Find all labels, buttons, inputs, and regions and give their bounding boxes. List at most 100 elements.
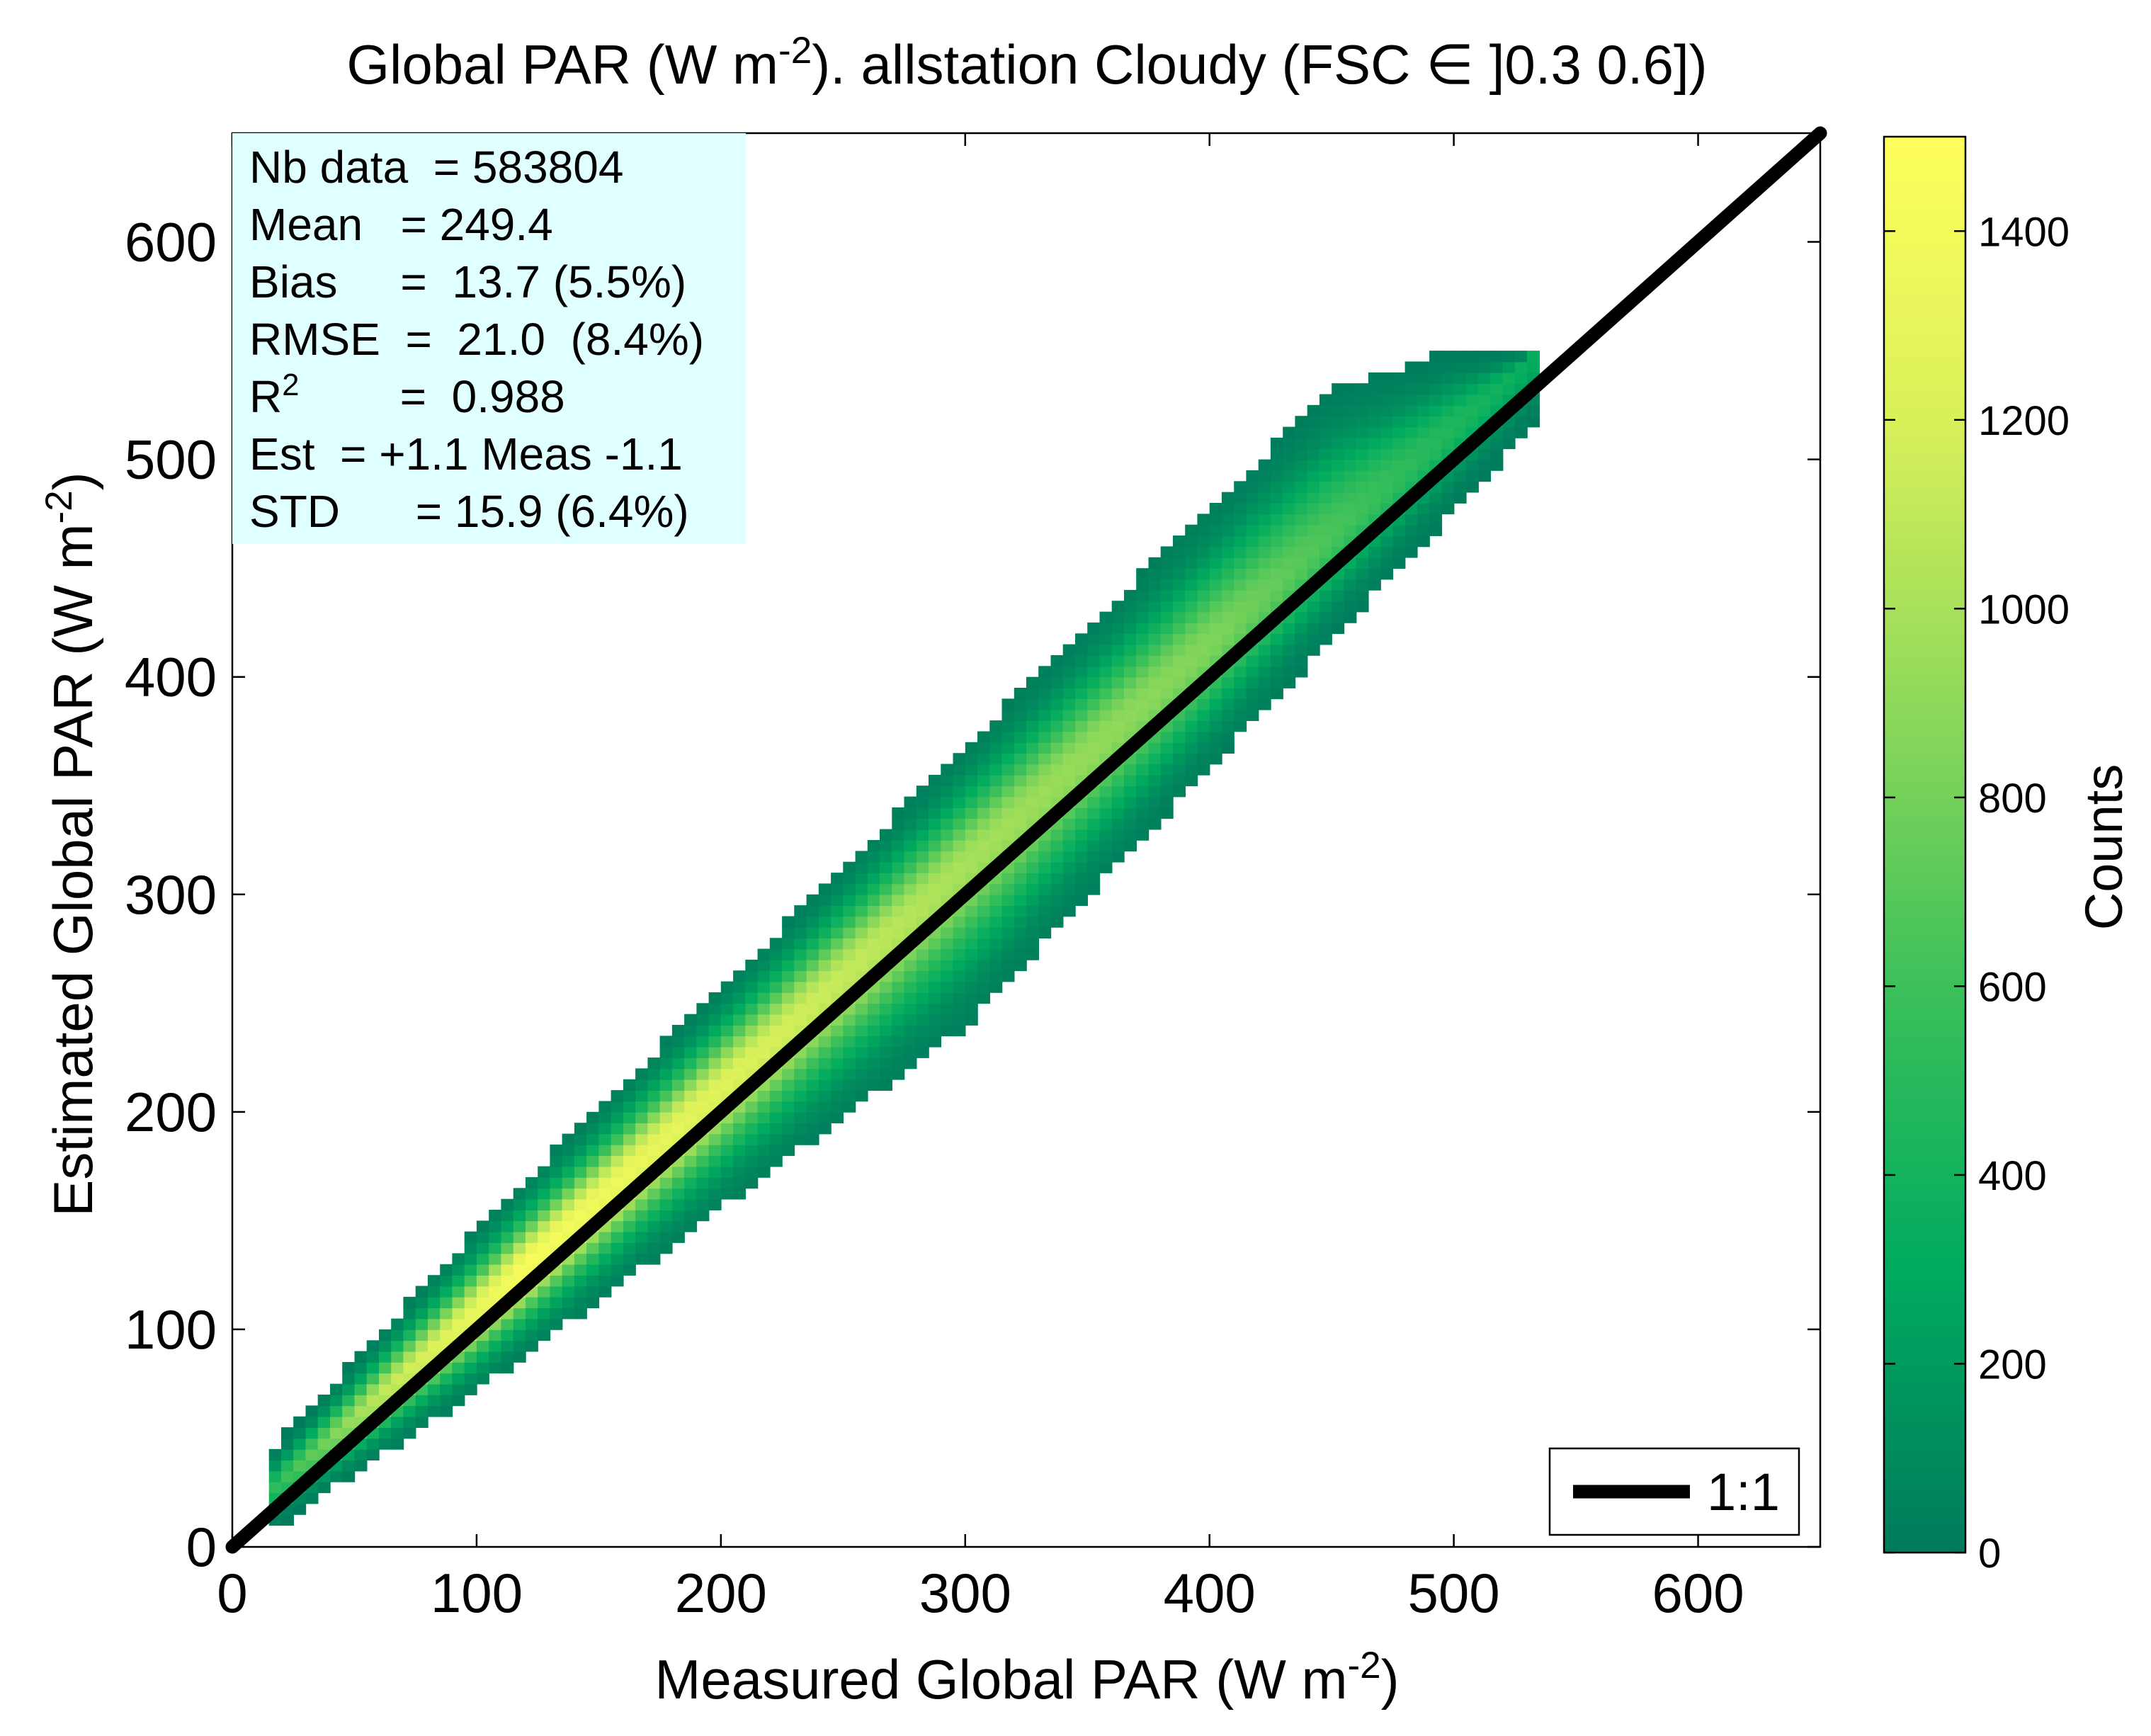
heatmap-cell bbox=[1441, 351, 1455, 363]
heatmap-cell bbox=[733, 1003, 747, 1015]
heatmap-cell bbox=[452, 1275, 465, 1287]
heatmap-cell bbox=[1283, 459, 1296, 471]
heatmap-cell bbox=[1209, 611, 1222, 623]
heatmap-cell bbox=[452, 1318, 465, 1330]
heatmap-cell bbox=[1356, 383, 1369, 395]
heatmap-cell bbox=[831, 1101, 844, 1113]
heatmap-cell bbox=[623, 1111, 636, 1123]
heatmap-cell bbox=[1490, 351, 1504, 363]
heatmap-cell bbox=[696, 1057, 710, 1070]
heatmap-cell bbox=[1356, 503, 1369, 515]
heatmap-cell bbox=[1332, 383, 1345, 395]
heatmap-cell bbox=[1185, 720, 1198, 732]
heatmap-cell bbox=[1234, 622, 1247, 635]
heatmap-cell bbox=[1209, 698, 1222, 710]
heatmap-cell bbox=[1221, 622, 1235, 635]
heatmap-cell bbox=[391, 1438, 404, 1450]
heatmap-cell bbox=[525, 1177, 538, 1189]
heatmap-cell bbox=[929, 970, 941, 982]
heatmap-cell bbox=[1404, 383, 1418, 395]
heatmap-cell bbox=[1478, 448, 1492, 460]
colorbar-label: Counts bbox=[2075, 764, 2133, 930]
heatmap-cell bbox=[1111, 774, 1125, 787]
heatmap-cell bbox=[1185, 579, 1198, 591]
heatmap-cell bbox=[1380, 448, 1394, 460]
heatmap-cell bbox=[757, 1101, 771, 1113]
heatmap-cell bbox=[1368, 426, 1381, 438]
heatmap-cell bbox=[1014, 688, 1027, 700]
heatmap-cell bbox=[1001, 796, 1015, 808]
heatmap-cell bbox=[684, 1166, 698, 1178]
heatmap-cell bbox=[904, 883, 917, 895]
heatmap-cell bbox=[843, 1036, 856, 1048]
heatmap-cell bbox=[929, 829, 941, 841]
heatmap-cell bbox=[1380, 470, 1394, 482]
heatmap-cell bbox=[1136, 611, 1150, 623]
heatmap-cell bbox=[867, 1014, 880, 1026]
heatmap-cell bbox=[989, 981, 1003, 993]
heatmap-cell bbox=[1160, 666, 1174, 678]
heatmap-cell bbox=[623, 1166, 636, 1178]
colorbar-tick-label: 1400 bbox=[1978, 209, 2070, 255]
heatmap-cell bbox=[1344, 601, 1357, 613]
heatmap-cell bbox=[1502, 426, 1516, 438]
heatmap-cell bbox=[598, 1123, 612, 1135]
heatmap-cell bbox=[818, 1046, 832, 1058]
heatmap-cell bbox=[1026, 926, 1039, 938]
heatmap-cell bbox=[1332, 535, 1345, 548]
heatmap-cell bbox=[806, 1123, 819, 1135]
heatmap-cell bbox=[1099, 720, 1113, 732]
heatmap-cell bbox=[1283, 546, 1296, 558]
heatmap-cell bbox=[794, 1090, 807, 1102]
heatmap-cell bbox=[1221, 676, 1235, 688]
heatmap-cell bbox=[1038, 688, 1052, 700]
heatmap-cell bbox=[916, 959, 929, 972]
heatmap-cell bbox=[1209, 731, 1222, 743]
heatmap-cell bbox=[489, 1362, 502, 1374]
heatmap-cell bbox=[929, 992, 941, 1004]
heatmap-cell bbox=[464, 1286, 477, 1298]
heatmap-cell bbox=[1246, 698, 1259, 710]
heatmap-cell bbox=[794, 1101, 807, 1113]
heatmap-cell bbox=[880, 873, 892, 885]
heatmap-cell bbox=[904, 807, 917, 819]
heatmap-cell bbox=[929, 818, 941, 830]
heatmap-cell bbox=[806, 970, 819, 982]
heatmap-cell bbox=[501, 1231, 514, 1243]
heatmap-cell bbox=[782, 948, 795, 960]
heatmap-cell bbox=[1270, 437, 1283, 450]
heatmap-cell bbox=[794, 981, 807, 993]
heatmap-cell bbox=[1075, 894, 1088, 906]
heatmap-cell bbox=[794, 970, 807, 982]
heatmap-cell bbox=[1173, 601, 1186, 613]
heatmap-cell bbox=[1258, 492, 1271, 504]
heatmap-cell bbox=[379, 1383, 392, 1395]
heatmap-cell bbox=[1258, 459, 1271, 471]
heatmap-cell bbox=[1221, 579, 1235, 591]
heatmap-cell bbox=[635, 1111, 649, 1123]
heatmap-cell bbox=[1136, 601, 1150, 613]
heatmap-cell bbox=[1246, 666, 1259, 678]
heatmap-cell bbox=[745, 1057, 759, 1070]
heatmap-cell bbox=[1319, 601, 1332, 613]
heatmap-cell bbox=[1332, 611, 1345, 623]
heatmap-cell bbox=[1490, 448, 1504, 460]
heatmap-cell bbox=[892, 883, 905, 895]
heatmap-cell bbox=[305, 1438, 319, 1450]
heatmap-cell bbox=[696, 1210, 710, 1222]
heatmap-cell bbox=[1344, 568, 1357, 580]
heatmap-cell bbox=[1380, 372, 1394, 384]
heatmap-cell bbox=[1050, 916, 1064, 928]
heatmap-cell bbox=[1295, 426, 1308, 438]
heatmap-cell bbox=[525, 1220, 538, 1232]
heatmap-cell bbox=[892, 873, 905, 885]
heatmap-cell bbox=[1490, 383, 1504, 395]
heatmap-cell bbox=[659, 1220, 673, 1232]
heatmap-cell bbox=[1197, 698, 1210, 710]
heatmap-cell bbox=[1307, 644, 1320, 656]
heatmap-cell bbox=[1307, 448, 1320, 460]
heatmap-cell bbox=[1307, 470, 1320, 482]
heatmap-cell bbox=[1514, 351, 1528, 363]
heatmap-cell bbox=[806, 1090, 819, 1102]
